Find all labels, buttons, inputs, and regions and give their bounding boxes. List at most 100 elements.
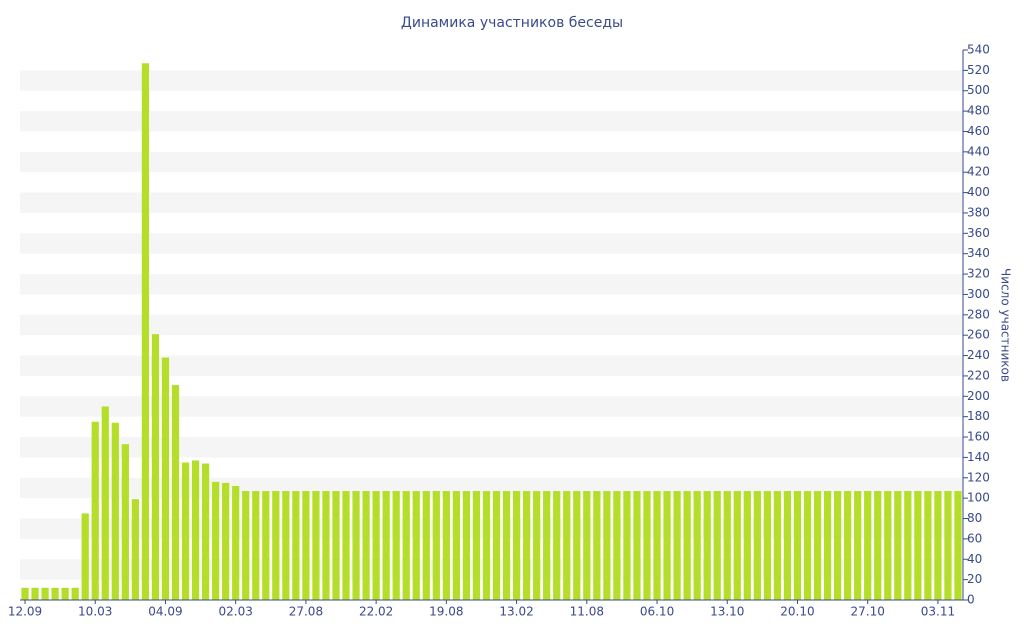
bar xyxy=(201,463,210,600)
bar xyxy=(613,491,621,600)
bar xyxy=(31,587,39,600)
y-tick-label: 240 xyxy=(967,348,990,362)
bar xyxy=(262,491,270,600)
x-tick-label: 19.08 xyxy=(429,605,463,619)
bar xyxy=(854,491,862,600)
bar xyxy=(793,491,802,600)
bar xyxy=(492,491,501,600)
grid-band xyxy=(20,274,963,295)
y-tick-label: 540 xyxy=(967,43,990,57)
bar xyxy=(733,491,741,600)
bar xyxy=(171,385,180,600)
y-tick-label: 320 xyxy=(967,267,990,281)
bar xyxy=(693,491,701,600)
bar xyxy=(874,491,882,600)
bar xyxy=(673,491,681,600)
bar xyxy=(372,491,380,600)
x-tick-label: 04.09 xyxy=(148,605,182,619)
grid-band xyxy=(20,70,963,91)
bar xyxy=(282,491,290,600)
bar xyxy=(813,491,822,600)
bar xyxy=(432,491,440,600)
grid-band xyxy=(20,559,963,580)
y-tick-label: 380 xyxy=(967,205,990,219)
grid-band xyxy=(20,518,963,539)
bar xyxy=(763,491,771,600)
x-tick-label: 27.10 xyxy=(851,605,885,619)
chart-title: Динамика участников беседы xyxy=(401,15,623,31)
y-tick-label: 340 xyxy=(967,246,990,260)
bar xyxy=(954,491,962,600)
bar xyxy=(663,491,671,600)
y-tick-label: 400 xyxy=(967,185,990,199)
y-tick-label: 420 xyxy=(967,165,990,179)
grid-band xyxy=(20,477,963,499)
y-tick-label: 60 xyxy=(967,531,982,545)
x-tick-label: 27.08 xyxy=(289,605,323,619)
bar xyxy=(332,491,340,600)
bar xyxy=(523,491,531,600)
grid-band xyxy=(20,111,963,132)
bar xyxy=(944,491,952,600)
bar xyxy=(502,491,511,600)
bar xyxy=(272,491,280,600)
y-tick-label: 280 xyxy=(967,307,990,321)
bar xyxy=(593,491,601,600)
x-tick-label: 20.10 xyxy=(780,605,814,619)
bar xyxy=(743,491,751,600)
y-tick-label: 500 xyxy=(967,83,990,97)
bar xyxy=(312,491,320,600)
bar xyxy=(533,491,541,600)
y-tick-label: 260 xyxy=(967,328,990,342)
y-tick-label: 220 xyxy=(967,368,990,382)
bar xyxy=(472,491,481,600)
bar xyxy=(623,491,631,600)
x-tick-label: 11.08 xyxy=(570,605,604,619)
x-tick-label: 13.02 xyxy=(499,605,533,619)
bar xyxy=(242,491,250,600)
bar xyxy=(131,499,139,600)
y-tick-label: 80 xyxy=(967,511,982,525)
bar xyxy=(101,406,109,600)
y-tick-label: 480 xyxy=(967,104,990,118)
bar xyxy=(482,491,491,600)
x-tick-label: 10.03 xyxy=(78,605,112,619)
bar xyxy=(833,491,842,600)
bar xyxy=(703,491,711,600)
bar xyxy=(392,491,400,600)
x-tick-label: 02.03 xyxy=(219,605,253,619)
y-tick-label: 120 xyxy=(967,470,990,484)
x-tick-label: 22.02 xyxy=(359,605,393,619)
bar xyxy=(914,491,922,600)
x-tick-label: 13.10 xyxy=(710,605,744,619)
bar xyxy=(823,491,832,600)
y-axis-title: Число участников xyxy=(999,268,1013,382)
bar xyxy=(563,491,571,600)
bar xyxy=(924,491,932,600)
bar xyxy=(884,491,892,600)
bar xyxy=(633,491,641,600)
bar xyxy=(222,482,230,600)
bar xyxy=(352,491,360,600)
bar xyxy=(442,491,450,600)
bar xyxy=(382,491,390,600)
bar xyxy=(844,491,852,600)
y-tick-label: 200 xyxy=(967,389,990,403)
grid-band xyxy=(20,396,963,417)
x-tick-label: 03.11 xyxy=(921,605,955,619)
bar xyxy=(543,491,551,600)
bar xyxy=(723,491,731,600)
bar xyxy=(362,491,370,600)
bar xyxy=(161,357,170,600)
bar xyxy=(252,491,260,600)
bar xyxy=(773,491,782,600)
bar xyxy=(21,587,29,600)
y-tick-label: 180 xyxy=(967,409,990,423)
bar xyxy=(512,491,521,600)
bar xyxy=(412,491,420,600)
grid-band xyxy=(20,151,963,173)
y-tick-label: 160 xyxy=(967,430,990,444)
bar xyxy=(91,421,99,600)
bar xyxy=(864,491,872,600)
